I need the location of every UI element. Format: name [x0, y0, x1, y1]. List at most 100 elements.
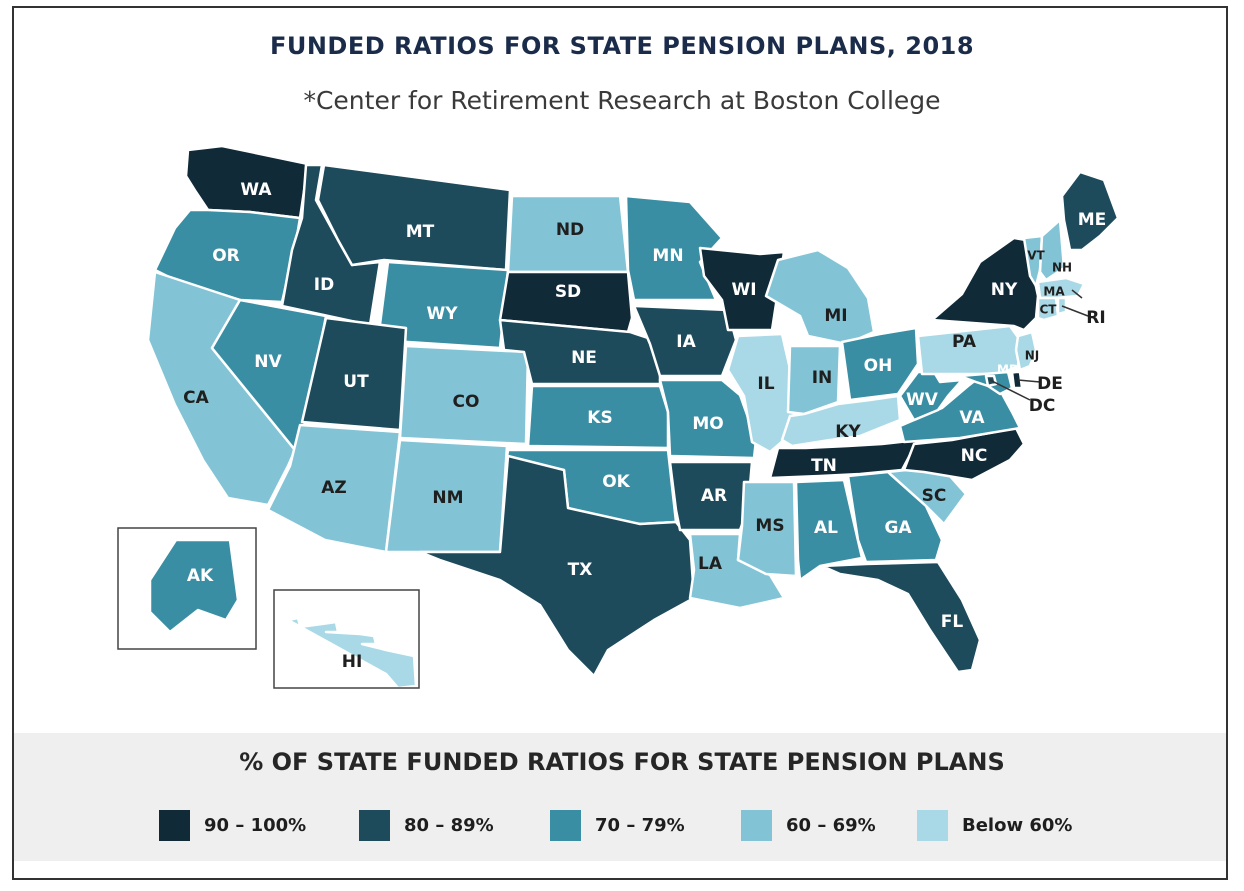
state-label-ar: AR — [701, 486, 727, 506]
state-label-me: ME — [1078, 210, 1107, 230]
state-label-tx: TX — [568, 560, 593, 580]
state-label-il: IL — [757, 374, 774, 394]
legend-item-90-100: 90 – 100% — [159, 808, 306, 842]
legend-swatch — [550, 809, 581, 841]
state-label-ma: MA — [1043, 285, 1065, 299]
state-label-md: MD — [997, 363, 1019, 377]
state-label-ca: CA — [183, 388, 209, 408]
legend-item-60-69: 60 – 69% — [741, 808, 876, 842]
state-ar — [668, 460, 754, 532]
legend-label: 80 – 89% — [404, 814, 494, 836]
legend-label: Below 60% — [962, 814, 1073, 836]
state-ky — [780, 394, 902, 448]
state-label-ne: NE — [571, 348, 597, 368]
state-label-or: OR — [212, 246, 240, 266]
state-il — [726, 332, 800, 454]
legend-item-70-79: 70 – 79% — [550, 808, 685, 842]
state-label-in: IN — [812, 368, 833, 388]
state-mi — [764, 248, 876, 346]
state-label-hi: HI — [342, 652, 363, 672]
state-label-dc: DC — [1029, 396, 1056, 416]
state-label-ak: AK — [187, 566, 214, 586]
legend-item-below-60: Below 60% — [917, 808, 1072, 842]
state-label-de: DE — [1037, 374, 1063, 394]
state-label-pa: PA — [952, 332, 977, 352]
state-label-ia: IA — [676, 332, 696, 352]
state-label-la: LA — [698, 554, 723, 574]
state-label-mo: MO — [692, 414, 723, 434]
legend-swatch — [159, 809, 190, 841]
state-label-co: CO — [453, 392, 480, 412]
state-oh — [840, 326, 920, 402]
chart-title: FUNDED RATIOS FOR STATE PENSION PLANS, 2… — [269, 32, 975, 60]
state-label-id: ID — [314, 275, 334, 295]
state-de — [1010, 370, 1024, 390]
state-label-ct: CT — [1040, 303, 1058, 317]
legend-swatch — [917, 809, 948, 841]
leader-line-dc — [989, 379, 1031, 401]
legend-swatch — [741, 809, 772, 841]
leader-line-ri — [1061, 305, 1089, 317]
legend-swatch — [359, 809, 390, 841]
chart-subtitle: *Center for Retirement Research at Bosto… — [303, 86, 941, 115]
state-label-wy: WY — [426, 304, 458, 324]
state-label-ok: OK — [602, 472, 630, 492]
state-ne — [498, 318, 662, 386]
state-label-nh: NH — [1052, 261, 1072, 275]
state-label-vt: VT — [1027, 249, 1045, 263]
legend-item-80-89: 80 – 89% — [359, 808, 494, 842]
state-label-sd: SD — [555, 282, 581, 302]
state-mt — [316, 163, 512, 272]
state-ny — [930, 236, 1040, 332]
state-label-ms: MS — [755, 516, 784, 536]
state-me — [1060, 170, 1120, 252]
leader-line-ma — [1071, 289, 1083, 299]
state-ct — [1036, 296, 1060, 322]
legend-title: % OF STATE FUNDED RATIOS FOR STATE PENSI… — [239, 748, 1005, 776]
state-label-nv: NV — [254, 352, 282, 372]
state-label-tn: TN — [811, 456, 837, 476]
state-label-al: AL — [814, 518, 838, 538]
state-label-wa: WA — [240, 180, 272, 200]
state-label-wv: WV — [906, 390, 939, 410]
alaska-inset-frame — [117, 527, 257, 650]
leader-line-de — [1017, 379, 1041, 383]
state-id — [280, 163, 382, 327]
state-wi — [698, 246, 786, 332]
legend: 90 – 100% 80 – 89% 70 – 79% 60 – 69% Bel… — [0, 808, 1244, 842]
state-va — [898, 370, 1022, 444]
state-label-mt: MT — [406, 222, 435, 242]
legend-label: 70 – 79% — [595, 814, 685, 836]
state-label-mn: MN — [652, 246, 683, 266]
state-label-wi: WI — [731, 280, 756, 300]
state-label-oh: OH — [864, 356, 893, 376]
states-layer — [146, 144, 1120, 690]
state-md — [958, 370, 1014, 396]
state-label-va: VA — [959, 408, 985, 428]
state-sd — [498, 270, 634, 334]
state-ms — [736, 480, 798, 578]
state-label-ny: NY — [991, 280, 1018, 300]
state-label-az: AZ — [321, 478, 346, 498]
legend-label: 60 – 69% — [786, 814, 876, 836]
state-hi — [286, 616, 418, 690]
state-label-ri: RI — [1086, 308, 1105, 328]
legend-panel — [14, 733, 1226, 861]
state-nh — [1038, 218, 1066, 282]
state-co — [398, 344, 530, 446]
state-label-sc: SC — [922, 486, 947, 506]
state-label-nm: NM — [432, 488, 463, 508]
state-tx — [418, 454, 696, 678]
state-wy — [376, 260, 510, 350]
state-al — [794, 478, 864, 582]
labels-layer: WA OR CA ID NV MT WY UT AZ CO NM ND SD NE KS OK TX MN IA MO… — [183, 180, 1106, 672]
state-fl — [820, 560, 982, 674]
state-mo — [658, 378, 758, 460]
state-nj — [1014, 330, 1038, 372]
state-label-fl: FL — [941, 612, 964, 632]
state-label-mi: MI — [824, 306, 847, 326]
state-label-ut: UT — [343, 372, 369, 392]
state-vt — [1022, 234, 1044, 288]
hawaii-inset-frame — [273, 589, 420, 689]
